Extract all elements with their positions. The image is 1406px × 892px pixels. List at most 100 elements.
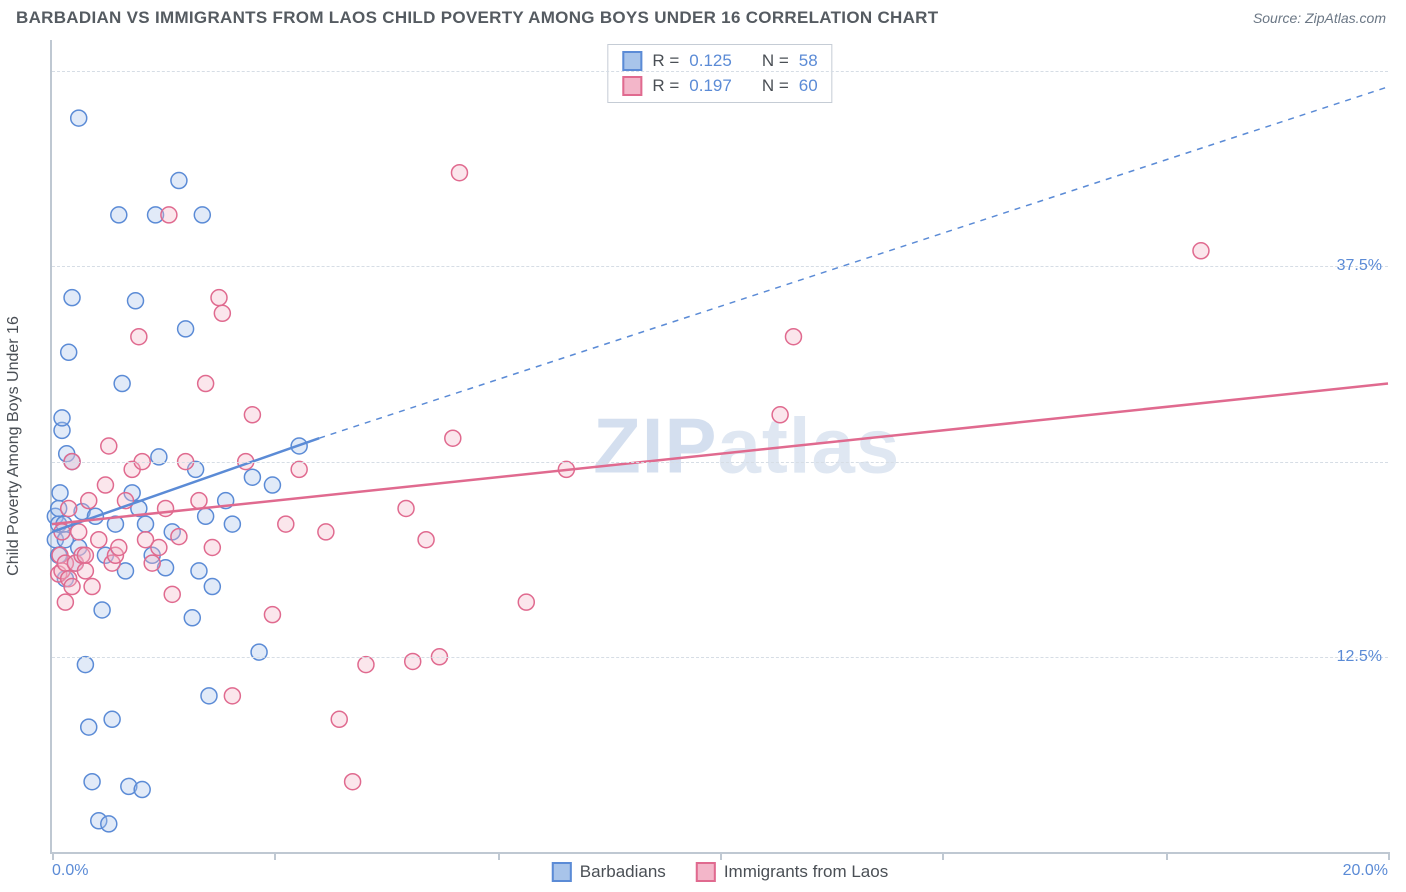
scatter-point-barbadians <box>84 774 100 790</box>
scatter-point-laos <box>84 579 100 595</box>
scatter-point-laos <box>97 477 113 493</box>
x-tick-label: 20.0% <box>1343 862 1388 880</box>
scatter-point-laos <box>291 461 307 477</box>
scatter-point-barbadians <box>224 516 240 532</box>
stat-r-label: R = <box>652 49 679 74</box>
scatter-point-barbadians <box>101 816 117 832</box>
x-tick <box>52 852 54 860</box>
scatter-point-barbadians <box>52 485 68 501</box>
scatter-point-laos <box>224 688 240 704</box>
scatter-point-laos <box>57 594 73 610</box>
scatter-point-laos <box>772 407 788 423</box>
stat-n-label: N = <box>762 74 789 99</box>
scatter-point-barbadians <box>198 508 214 524</box>
scatter-point-barbadians <box>104 711 120 727</box>
scatter-point-laos <box>91 532 107 548</box>
chart-title: BARBADIAN VS IMMIGRANTS FROM LAOS CHILD … <box>16 8 938 28</box>
scatter-point-barbadians <box>191 563 207 579</box>
scatter-point-barbadians <box>204 579 220 595</box>
scatter-point-barbadians <box>111 207 127 223</box>
stats-legend-box: R = 0.125 N = 58 R = 0.197 N = 60 <box>607 44 832 103</box>
scatter-point-barbadians <box>81 719 97 735</box>
scatter-point-laos <box>191 493 207 509</box>
x-tick <box>720 852 722 860</box>
scatter-point-laos <box>77 563 93 579</box>
stat-n-label: N = <box>762 49 789 74</box>
scatter-point-laos <box>358 657 374 673</box>
scatter-point-laos <box>161 207 177 223</box>
gridline-h <box>52 657 1388 658</box>
x-tick-label: 0.0% <box>52 862 88 880</box>
scatter-point-laos <box>451 165 467 181</box>
x-tick <box>1166 852 1168 860</box>
scatter-point-laos <box>518 594 534 610</box>
scatter-point-laos <box>81 493 97 509</box>
scatter-point-laos <box>445 430 461 446</box>
stat-r-laos: 0.197 <box>689 74 732 99</box>
scatter-point-laos <box>111 540 127 556</box>
scatter-point-laos <box>244 407 260 423</box>
scatter-point-laos <box>71 524 87 540</box>
scatter-point-laos <box>198 376 214 392</box>
scatter-point-laos <box>77 547 93 563</box>
legend-item-laos: Immigrants from Laos <box>696 862 888 882</box>
x-tick <box>498 852 500 860</box>
swatch-laos <box>696 862 716 882</box>
scatter-point-laos <box>144 555 160 571</box>
scatter-point-barbadians <box>201 688 217 704</box>
scatter-point-laos <box>345 774 361 790</box>
scatter-point-laos <box>398 500 414 516</box>
scatter-point-laos <box>61 500 77 516</box>
swatch-laos <box>622 76 642 96</box>
scatter-point-laos <box>131 329 147 345</box>
scatter-point-laos <box>278 516 294 532</box>
scatter-point-laos <box>64 579 80 595</box>
scatter-point-barbadians <box>134 782 150 798</box>
trend-line-laos <box>52 384 1388 525</box>
scatter-point-barbadians <box>184 610 200 626</box>
scatter-point-barbadians <box>64 290 80 306</box>
stat-n-laos: 60 <box>799 74 818 99</box>
scatter-point-barbadians <box>61 344 77 360</box>
scatter-point-laos <box>331 711 347 727</box>
plot-area: ZIPatlas R = 0.125 N = 58 R = 0.197 N = … <box>50 40 1388 854</box>
stat-n-barbadians: 58 <box>799 49 818 74</box>
scatter-point-barbadians <box>171 173 187 189</box>
x-tick <box>274 852 276 860</box>
scatter-point-barbadians <box>128 293 144 309</box>
legend-item-barbadians: Barbadians <box>552 862 666 882</box>
x-tick <box>1388 852 1390 860</box>
scatter-point-barbadians <box>71 110 87 126</box>
stat-r-label: R = <box>652 74 679 99</box>
source-label: Source: ZipAtlas.com <box>1253 10 1386 26</box>
scatter-point-barbadians <box>114 376 130 392</box>
swatch-barbadians <box>622 51 642 71</box>
y-tick-label: 37.5% <box>1337 257 1382 275</box>
y-axis-title: Child Poverty Among Boys Under 16 <box>5 316 23 576</box>
scatter-point-laos <box>171 529 187 545</box>
scatter-point-barbadians <box>94 602 110 618</box>
scatter-point-laos <box>1193 243 1209 259</box>
scatter-point-laos <box>101 438 117 454</box>
stats-row-laos: R = 0.197 N = 60 <box>622 74 817 99</box>
scatter-point-barbadians <box>178 321 194 337</box>
scatter-point-barbadians <box>244 469 260 485</box>
scatter-point-barbadians <box>54 410 70 426</box>
scatter-point-barbadians <box>264 477 280 493</box>
swatch-barbadians <box>552 862 572 882</box>
legend-label-laos: Immigrants from Laos <box>724 862 888 882</box>
scatter-point-laos <box>318 524 334 540</box>
stats-row-barbadians: R = 0.125 N = 58 <box>622 49 817 74</box>
scatter-point-laos <box>785 329 801 345</box>
bottom-legend: Barbadians Immigrants from Laos <box>552 862 888 882</box>
scatter-point-laos <box>418 532 434 548</box>
scatter-point-laos <box>204 540 220 556</box>
scatter-point-laos <box>264 607 280 623</box>
gridline-h <box>52 71 1388 72</box>
scatter-point-laos <box>164 586 180 602</box>
x-tick <box>942 852 944 860</box>
scatter-point-laos <box>151 540 167 556</box>
y-tick-label: 12.5% <box>1337 648 1382 666</box>
scatter-point-laos <box>158 500 174 516</box>
trend-line-dash-barbadians <box>319 87 1388 438</box>
